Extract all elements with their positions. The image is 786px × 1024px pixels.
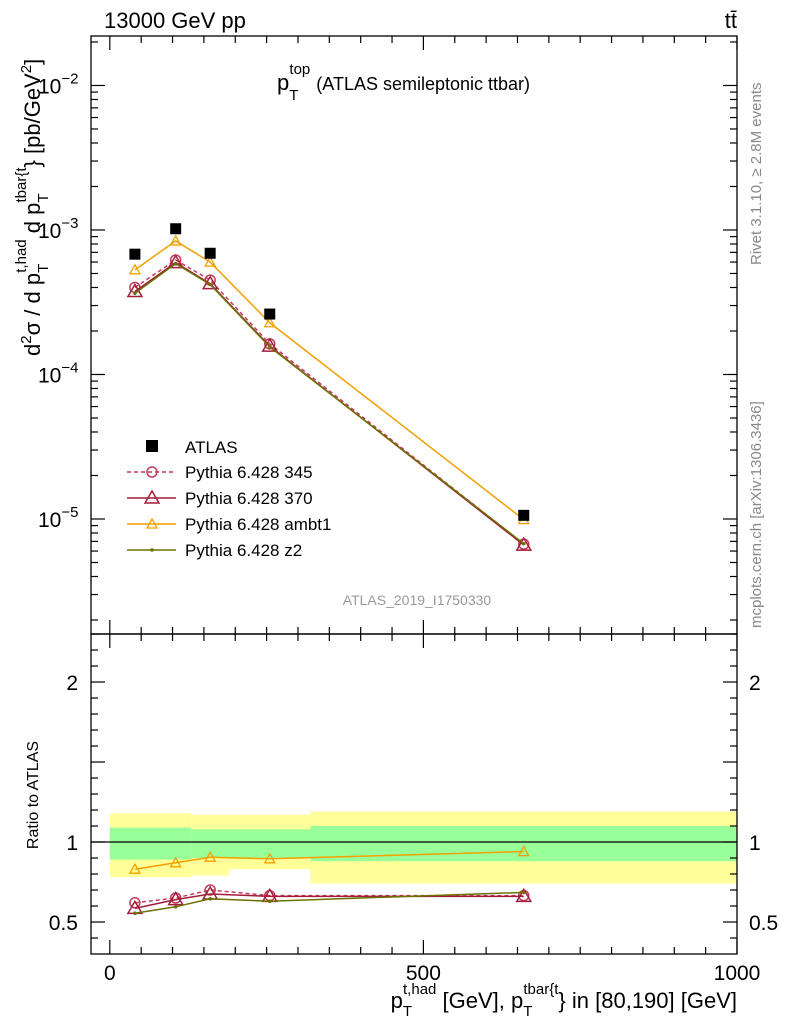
ratio-marker-1	[515, 887, 533, 903]
main-marker-3	[521, 541, 526, 546]
ratio-tick-label-right: 2	[749, 672, 761, 695]
legend-z2-label: Pythia 6.428 z2	[185, 541, 302, 560]
legend-ambt1-label: Pythia 6.428 ambt1	[185, 515, 331, 534]
atlas-point	[204, 247, 216, 259]
ratio-marker-2	[517, 845, 530, 857]
ratio-marker-0	[204, 884, 216, 896]
ratio-marker-2	[169, 856, 182, 868]
legend-atlas-marker	[146, 440, 158, 452]
main-panel: 10−2 10−3 10−4 10−5 pTtop(ATLAS semileptoni…	[13, 35, 738, 635]
ratio-tick-label-left: 1	[66, 832, 78, 855]
main-y-axis-label: d2σ / d pTt,had d pTtbar{t} [pb/GeV2]	[13, 59, 52, 356]
atlas-data-points	[129, 223, 530, 521]
ratio-marker-3	[521, 890, 526, 895]
ratio-frame	[90, 633, 738, 955]
main-line-2	[134, 240, 525, 521]
ratio-marker-2	[128, 862, 142, 874]
main-marker-2	[128, 263, 142, 275]
ratio-uncertainty-bands	[109, 811, 737, 884]
main-marker-1	[515, 536, 533, 551]
ratio-marker-3	[133, 911, 137, 915]
ratio-series-layer	[126, 845, 533, 915]
ratio-line-2	[134, 850, 524, 870]
ratio-tick-label-right: 1	[749, 832, 761, 855]
legend-z2-marker	[150, 548, 154, 552]
ratio-line-1	[134, 893, 524, 910]
analysis-watermark: ATLAS_2019_I1750330	[343, 592, 492, 608]
atlas-point	[129, 248, 141, 260]
main-axis-ticks: 10−2 10−3 10−4 10−5	[38, 36, 738, 634]
ratio-panel: 0.5 0.5 1 1 2 2 0 500 1000 Ratio to ATLAS	[25, 633, 778, 985]
x-tick-label: 0	[104, 962, 116, 985]
atlas-point	[170, 223, 182, 235]
legend-ambt1-marker	[145, 517, 159, 529]
y-tick-label: 10−3	[38, 215, 78, 243]
ratio-marker-2	[204, 850, 217, 862]
y-tick-label: 10−2	[38, 70, 78, 98]
process-label: tt̄	[725, 8, 737, 33]
ratio-marker-3	[267, 899, 272, 903]
green-band	[191, 829, 229, 858]
y-tick-label: 10−4	[38, 359, 78, 387]
legend-atlas-label: ATLAS	[185, 438, 238, 457]
ratio-y-axis-label: Ratio to ATLAS	[25, 741, 42, 849]
rivet-version-label: Rivet 3.1.10, ≥ 2.8M events	[748, 83, 765, 266]
ratio-tick-label-left: 2	[66, 672, 78, 695]
ratio-marker-3	[208, 897, 212, 901]
ratio-marker-3	[173, 905, 178, 909]
main-marker-3	[133, 291, 137, 296]
main-marker-2	[169, 234, 182, 246]
ratio-tick-label-right: 0.5	[749, 912, 778, 935]
y-tick-label: 10−5	[38, 504, 78, 532]
main-marker-1	[261, 337, 279, 352]
x-tick-label: 1000	[714, 962, 761, 985]
main-marker-2	[204, 255, 217, 267]
x-tick-label: 500	[406, 962, 441, 985]
main-series-layer	[126, 234, 533, 551]
plot-title: pTtop(ATLAS semileptonic ttbar)	[277, 61, 530, 104]
main-marker-2	[263, 316, 276, 328]
ratio-marker-1	[167, 891, 184, 906]
ratio-line-0	[134, 889, 524, 904]
main-marker-1	[167, 254, 184, 269]
legend-345-label: Pythia 6.428 345	[185, 463, 313, 482]
legend-345-marker	[146, 466, 158, 478]
energy-label: 13000 GeV pp	[104, 8, 246, 33]
main-marker-3	[173, 261, 178, 266]
x-axis-label: pTt,had [GeV], pTtbar{t} in [80,190] [Ge…	[391, 981, 737, 1020]
green-band	[109, 827, 192, 860]
ratio-marker-2	[263, 852, 276, 864]
main-marker-3	[208, 282, 212, 287]
main-marker-3	[267, 345, 272, 349]
atlas-point	[264, 308, 276, 320]
legend-370-label: Pythia 6.428 370	[185, 489, 313, 508]
ratio-tick-label-left: 0.5	[49, 912, 78, 935]
legend-370-marker	[143, 489, 161, 504]
mcplots-label: mcplots.cern.ch [arXiv:1306.3436]	[748, 401, 765, 628]
ratio-axis-ticks: 0.5 0.5 1 1 2 2 0 500 1000	[49, 633, 778, 985]
atlas-point	[518, 509, 530, 521]
legend: ATLAS Pythia 6.428 345 Pythia 6.428 370 …	[127, 438, 331, 560]
